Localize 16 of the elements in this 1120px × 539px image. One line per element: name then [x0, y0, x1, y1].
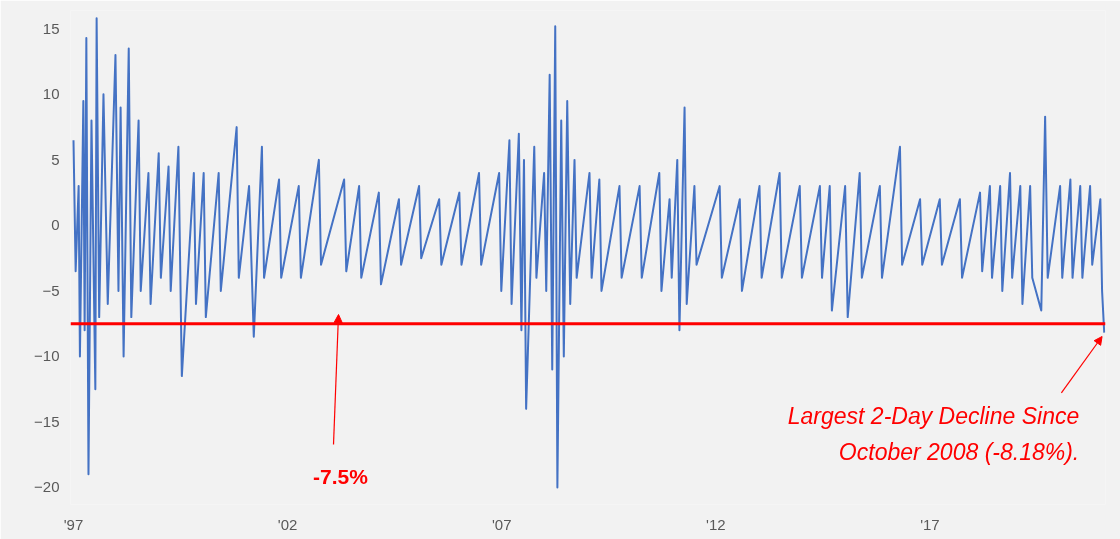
y-tick-label: −20 — [34, 478, 60, 496]
y-tick-label: 5 — [51, 150, 60, 168]
annotation: -7.5% — [313, 464, 369, 488]
y-tick-label: 15 — [42, 19, 60, 37]
x-tick-label: '17 — [920, 515, 940, 533]
y-tick-label: 10 — [42, 85, 60, 103]
x-tick-label: '12 — [706, 515, 726, 533]
y-tick-label: 0 — [51, 216, 60, 234]
annotation: Largest 2-Day Decline Since October 2008 (-8.18%). — [787, 402, 1080, 465]
x-tick-label: '97 — [63, 515, 84, 533]
y-tick-label: −15 — [34, 412, 60, 430]
line-series — [72, 17, 1106, 489]
x-tick-label: '02 — [277, 515, 298, 533]
y-tick-label: −10 — [34, 347, 60, 365]
x-tick-label: '07 — [491, 515, 512, 533]
y-tick-label: −5 — [42, 281, 60, 299]
